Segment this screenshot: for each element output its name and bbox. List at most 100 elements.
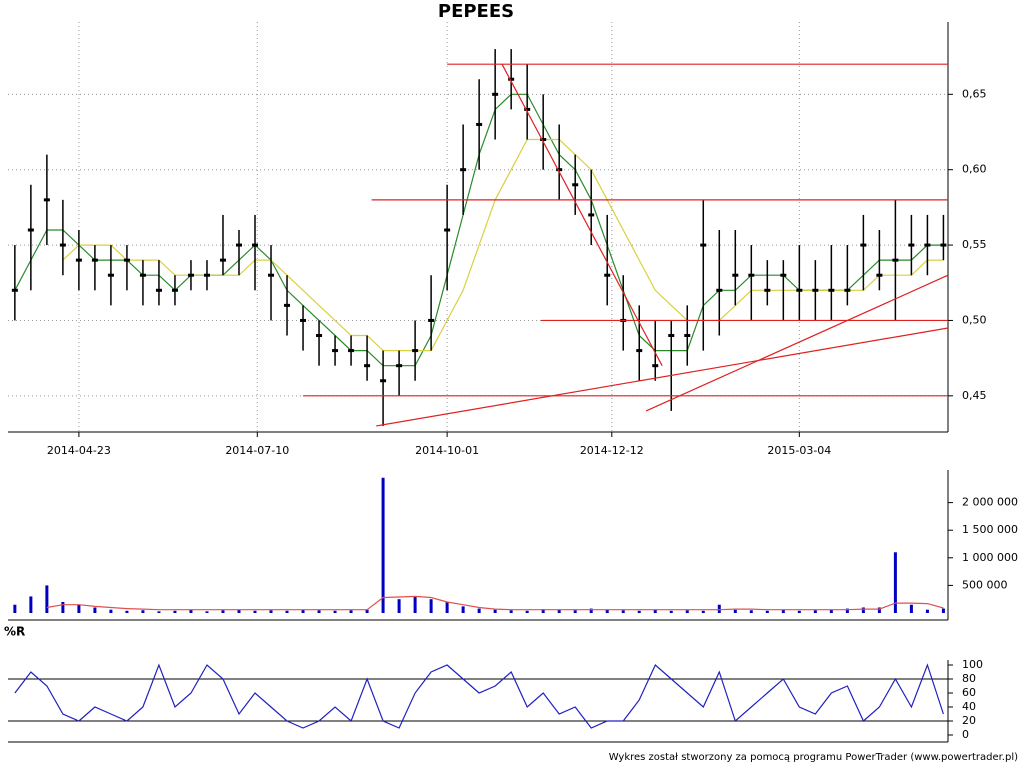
candle-close (748, 273, 755, 277)
volume-bar (717, 604, 721, 613)
y-tick-label: 0,55 (962, 238, 987, 251)
volume-bar (317, 610, 321, 613)
candle-close (123, 258, 130, 262)
volume-bar (125, 610, 129, 613)
y-tick-label: 80 (962, 672, 976, 685)
volume-bar (621, 610, 625, 613)
volume-bar (493, 609, 497, 613)
candle-close (107, 273, 114, 277)
volume-bar (381, 477, 385, 613)
candle-close (348, 349, 355, 353)
trend-line (645, 274, 949, 412)
candle-close (588, 213, 595, 217)
candle-close (812, 288, 819, 292)
y-tick-label: 0,50 (962, 313, 987, 326)
volume-bar (285, 610, 289, 613)
y-tick-label: 100 (962, 658, 983, 671)
candle-close (59, 243, 66, 247)
volume-bar (173, 610, 177, 613)
candle-close (732, 273, 739, 277)
y-tick-label: 500 000 (962, 578, 1008, 591)
candle-close (476, 122, 483, 126)
candle-close (668, 334, 675, 338)
candle-close (556, 168, 563, 172)
candle-close (460, 168, 467, 172)
candle-close (780, 273, 787, 277)
volume-bar (765, 610, 769, 613)
volume-bar (637, 610, 641, 613)
volume-bar (189, 609, 193, 613)
volume-bar (237, 609, 241, 613)
candle-close (252, 243, 259, 247)
candle-close (235, 243, 242, 247)
candle-close (187, 273, 194, 277)
y-tick-label: 40 (962, 700, 976, 713)
candle-close (636, 349, 643, 353)
candle-close (444, 228, 451, 232)
y-tick-label: 0,65 (962, 87, 987, 100)
volume-bar (509, 610, 513, 613)
indicator-line (14, 663, 944, 729)
candle-close (43, 198, 50, 202)
footer: Wykres został stworzony za pomocą progra… (609, 752, 1018, 763)
volume-bar (861, 607, 865, 613)
candle-close (876, 273, 883, 277)
candle-close (27, 228, 34, 232)
volume-bar (877, 607, 881, 613)
moving-average (62, 138, 944, 352)
volume-bar (749, 610, 753, 613)
candle-close (412, 349, 419, 353)
volume-bar (845, 608, 849, 613)
volume-bar (605, 609, 609, 613)
candle-close (492, 92, 499, 96)
y-tick-label: 2 000 000 (962, 496, 1018, 509)
volume-bar (813, 610, 817, 613)
volume-bar (45, 585, 49, 613)
volume-bar (893, 552, 897, 613)
candle-close (716, 288, 723, 292)
x-tick-label: 2014-04-23 (47, 444, 111, 457)
candle-close (540, 138, 547, 142)
x-tick-label: 2014-07-10 (225, 444, 289, 457)
volume-bar (205, 611, 209, 613)
candle-close (604, 273, 611, 277)
volume-bar (77, 604, 81, 613)
volume-bar (941, 608, 945, 613)
y-tick-label: 0,60 (962, 163, 987, 176)
candle-close (139, 273, 146, 277)
candle-close (508, 77, 515, 81)
volume-bar (701, 610, 705, 613)
volume-bar (589, 608, 593, 613)
volume-bar (141, 610, 145, 613)
volume-bar (269, 610, 273, 613)
volume-bar (541, 609, 545, 613)
volume-bar (333, 610, 337, 613)
candle-close (364, 364, 371, 368)
candle-close (844, 288, 851, 292)
candle-close (924, 243, 931, 247)
volume-bar (461, 606, 465, 613)
volume-bar (685, 610, 689, 613)
volume-bar (797, 610, 801, 613)
candle-close (764, 288, 771, 292)
volume-bar (349, 610, 353, 613)
volume-bar (477, 608, 481, 613)
volume-bar (61, 601, 65, 613)
y-tick-label: 60 (962, 686, 976, 699)
candle-close (828, 288, 835, 292)
volume-bar (669, 610, 673, 613)
candle-close (396, 364, 403, 368)
volume-bar (365, 609, 369, 613)
x-tick-label: 2015-03-04 (767, 444, 831, 457)
candle-close (524, 107, 531, 111)
candle-close (700, 243, 707, 247)
chart-title: PEPEES (438, 1, 514, 22)
candle-close (860, 243, 867, 247)
candle-close (268, 273, 275, 277)
candle-close (155, 288, 162, 292)
trend-line (501, 63, 663, 366)
volume-average (46, 595, 944, 611)
candle-close (684, 334, 691, 338)
y-tick-label: 1 500 000 (962, 523, 1018, 536)
